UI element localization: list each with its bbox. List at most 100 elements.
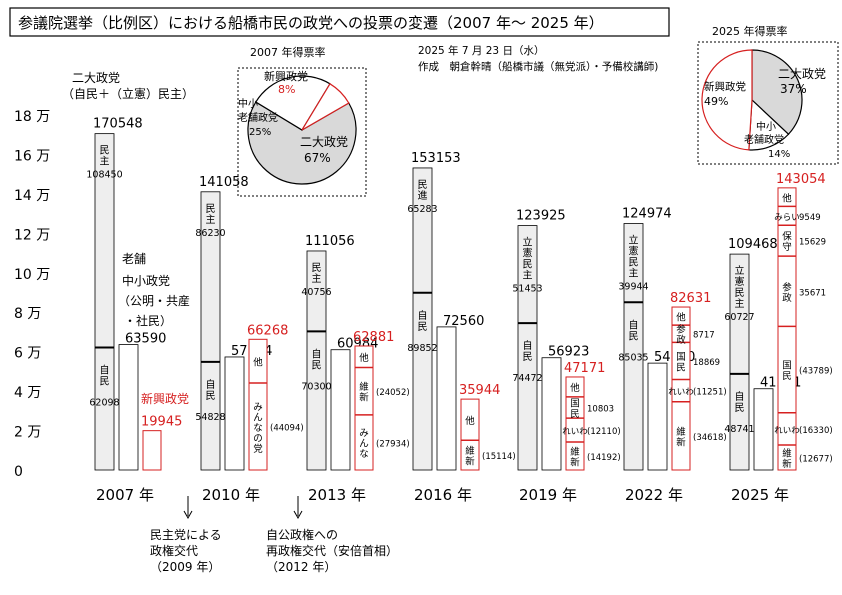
bar-two-party-lower-value: 85035 <box>618 352 648 363</box>
bar-new-party-segment-value: 15629 <box>799 238 826 248</box>
note-2012-line1: 自公政権への <box>266 527 338 542</box>
bar-two-party-upper-name: 主 <box>100 156 110 168</box>
bar-two-party-total: 170548 <box>93 117 143 132</box>
bar-new-party-segment-value: (12677) <box>799 454 833 464</box>
bar-two-party-upper-name: 主 <box>629 268 639 280</box>
bar-two-party <box>729 253 750 471</box>
pie-2007-mid-label-1: 中小 <box>238 97 258 110</box>
bar-two-party-lower-name: 自 <box>523 339 533 352</box>
bar-new-party-segment-value: (27934) <box>376 439 410 449</box>
bar-new-party-segment-value: 8717 <box>693 331 715 341</box>
bar-new-party-segment-name: 他 <box>676 311 686 323</box>
bar-new-party-segment-name: ん <box>359 439 369 450</box>
pie-2025-mid-pct: 14% <box>768 149 790 160</box>
pie-2007-mid-label-2: 老舗政党 <box>238 111 278 124</box>
bar-new-party-segment-value: (11251) <box>693 388 727 398</box>
bar-two-party-upper-value: 60727 <box>724 312 754 323</box>
bar-new-party-segment-name: 他 <box>359 352 369 364</box>
bar-two-party-upper-name: 憲 <box>629 245 639 258</box>
bar-new-party-segment-name: れいわ <box>562 427 588 437</box>
bar-two-party-total: 111056 <box>305 234 355 249</box>
bar-mid-party <box>541 357 562 471</box>
bar-two-party-lower-name: 民 <box>312 359 322 371</box>
note-2009-line3: （2009 年） <box>150 560 220 574</box>
bar-two-party-total: 124974 <box>622 207 672 222</box>
bar-new-party-segment-name: 維 <box>465 445 475 457</box>
pie-slice <box>701 49 753 151</box>
bar-new-party-segment-name: 維 <box>359 381 369 393</box>
bar-mid-party-total: 63590 <box>125 332 166 347</box>
pie-slice <box>301 82 350 131</box>
bar-new-party-segment-name: 他 <box>253 356 263 368</box>
bar-two-party-lower-name: 民 <box>418 321 428 333</box>
pie-2025-two-pct: 37% <box>780 82 807 96</box>
bar-two-party-total: 153153 <box>411 151 461 166</box>
bar-new-party-segment-name: れいわ <box>668 388 694 398</box>
bar-two-party-upper-value: 40756 <box>301 287 331 298</box>
chart-title: 参議院選挙（比例区）における船橋市民の政党への投票の変遷（2007 年～ 202… <box>18 14 604 32</box>
bar-two-party-upper-name: 憲 <box>735 275 745 288</box>
bar-new-party <box>777 187 797 471</box>
legend-two-party-sub: （自民＋（立憲）民主） <box>62 86 194 101</box>
pie-2025-mid-label-2: 老舗政党 <box>744 133 784 146</box>
x-category-label: 2022 年 <box>625 486 683 504</box>
bar-mid-party <box>647 362 668 471</box>
y-tick-label: 18 万 <box>14 109 50 125</box>
note-2012-line3: （2012 年） <box>266 560 336 574</box>
bar-new-party-segment-name: 他 <box>782 192 792 204</box>
date-line: 2025 年 7 月 23 日（水） <box>418 44 544 57</box>
bar-two-party-upper-name: 主 <box>523 270 533 282</box>
bar-two-party-upper-name: 民 <box>312 262 322 274</box>
bar-two-party-upper-name: 主 <box>312 273 322 285</box>
bar-two-party-lower-name: 自 <box>418 309 428 322</box>
bar-two-party-total: 141058 <box>199 175 249 190</box>
bar-new-party <box>671 306 691 471</box>
pie-slice <box>247 101 357 185</box>
legend-two-party-title: 二大政党 <box>72 70 120 85</box>
y-tick-label: 12 万 <box>14 227 50 243</box>
pie-2007-new-label: 新興政党 <box>264 69 308 83</box>
bar-mid-party <box>118 344 139 471</box>
y-tick-label: 2 万 <box>14 425 41 441</box>
bars-layer: 2007 年170548民主108450自民620986359019945201… <box>86 117 832 504</box>
bar-two-party-upper-value: 86230 <box>195 228 225 239</box>
bar-new-party-segment-name: 国 <box>676 352 686 363</box>
bar-new-party-segment-name: 維 <box>782 447 792 459</box>
pie-2007-title: 2007 年得票率 <box>250 45 326 59</box>
bar-new-party <box>354 345 374 471</box>
bar-two-party-upper-name: 民 <box>629 257 639 269</box>
bar-new-party-segment-value: (15114) <box>482 452 516 462</box>
pie-2007 <box>247 75 357 185</box>
bar-new-party-segment-name: れいわ <box>774 426 800 436</box>
bar-two-party-upper-value: 65283 <box>407 204 437 215</box>
bar-two-party-total: 123925 <box>516 209 566 224</box>
pie-2007-mid-pct: 25% <box>249 127 271 138</box>
bar-new-party-segment-value: (34618) <box>693 433 727 443</box>
bar-new-party-segment-name: 民 <box>782 371 792 382</box>
bar-new-party-segment-name: みらい <box>774 213 800 223</box>
note-2012-arrowhead <box>293 510 303 520</box>
bar-new-party-segment-name: 党 <box>253 443 263 455</box>
y-tick-label: 8 万 <box>14 306 41 322</box>
bar-two-party-lower-name: 自 <box>629 318 639 331</box>
bar-two-party-lower-name: 民 <box>735 402 745 414</box>
bar-new-party-segment-name: 政 <box>676 334 686 346</box>
x-category-label: 2010 年 <box>202 486 260 504</box>
bar-two-party-lower-value: 89852 <box>407 343 437 354</box>
bar-two-party-upper-name: 立 <box>629 234 639 247</box>
y-tick-label: 0 <box>14 464 23 480</box>
note-2012-line2: 再政権交代（安倍首相） <box>266 543 398 558</box>
bar-new-party-segment-name: 他 <box>465 415 475 427</box>
bar-new-party-segment-value: (12110) <box>587 427 621 437</box>
pie-2025-title: 2025 年得票率 <box>712 24 788 38</box>
bar-two-party <box>623 223 644 471</box>
bar-two-party-upper-value: 108450 <box>86 170 122 181</box>
bar-new-party-segment-name: な <box>253 423 263 434</box>
bar-new-party-total: 143054 <box>776 172 826 187</box>
bar-new-party-segment-value: (14192) <box>587 453 621 463</box>
pie-slice <box>254 75 331 131</box>
x-category-label: 2019 年 <box>519 486 577 504</box>
legend-mid-3: （公明・共産 <box>118 293 190 308</box>
title-box <box>9 7 670 37</box>
